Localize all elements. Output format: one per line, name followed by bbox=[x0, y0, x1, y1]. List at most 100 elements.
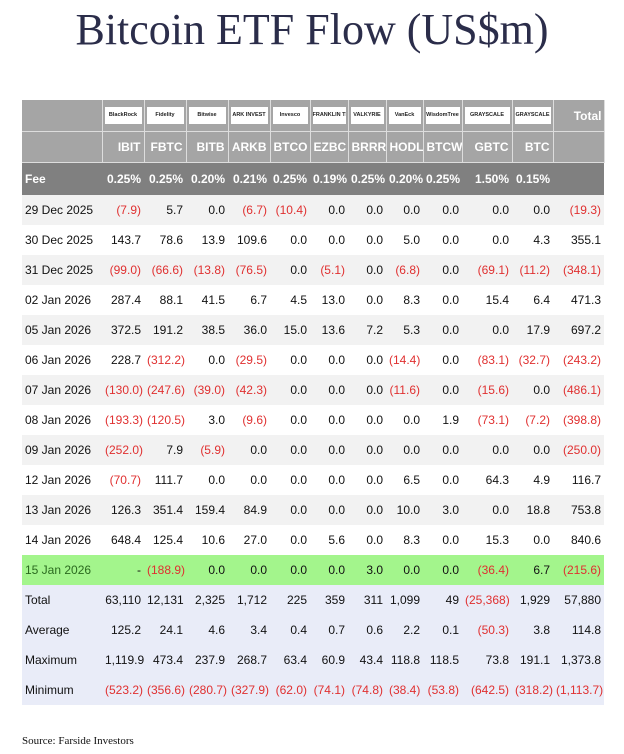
flow-value: 7.2 bbox=[348, 315, 386, 345]
flow-value: 0.0 bbox=[423, 435, 462, 465]
flow-value: 697.2 bbox=[553, 315, 604, 345]
flow-value: 60.9 bbox=[310, 645, 348, 675]
flow-value: (130.0) bbox=[102, 375, 144, 405]
flow-value: 0.0 bbox=[462, 195, 512, 225]
flow-value: (280.7) bbox=[186, 675, 228, 705]
flow-value: 0.0 bbox=[423, 525, 462, 555]
date-row: 05 Jan 2026 372.5 191.2 38.5 36.0 15.0 13.6 7.2… bbox=[22, 315, 604, 345]
flow-value: 109.6 bbox=[228, 225, 270, 255]
ticker: EZBC bbox=[310, 131, 349, 163]
flow-value: 1,712 bbox=[228, 585, 270, 615]
flow-value: 0.0 bbox=[270, 255, 310, 285]
flow-value: (250.0) bbox=[553, 435, 604, 465]
flow-value: 24.1 bbox=[144, 615, 186, 645]
flow-value: (6.7) bbox=[228, 195, 270, 225]
issuer-logo: BlackRock bbox=[104, 107, 142, 124]
flow-value: 41.5 bbox=[186, 285, 228, 315]
flow-value: 143.7 bbox=[102, 225, 144, 255]
flow-value: (62.0) bbox=[270, 675, 310, 705]
flow-value: 15.4 bbox=[462, 285, 512, 315]
date-row: 02 Jan 2026 287.4 88.1 41.5 6.7 4.5 13.0 0.0 8.3… bbox=[22, 285, 604, 315]
flow-value: 351.4 bbox=[144, 495, 186, 525]
flow-value: 0.0 bbox=[228, 555, 270, 585]
flow-value: 12,131 bbox=[144, 585, 186, 615]
flow-value: 49 bbox=[423, 585, 462, 615]
flow-value: 6.5 bbox=[386, 465, 423, 495]
flow-value: 372.5 bbox=[102, 315, 144, 345]
date-row: 09 Jan 2026 (252.0) 7.9 (5.9) 0.0 0.0 0.0 0.0 0.… bbox=[22, 435, 604, 465]
flow-value: 18.8 bbox=[512, 495, 553, 525]
row-label: 14 Jan 2026 bbox=[22, 525, 102, 555]
flow-value: 648.4 bbox=[102, 525, 144, 555]
issuer-logo: VALKYRIE bbox=[350, 107, 384, 124]
logo-cell: FRANKLIN TEMPLETON bbox=[310, 100, 349, 132]
flow-value: 0.0 bbox=[270, 435, 310, 465]
issuer-logo: WisdomTree bbox=[425, 107, 460, 124]
logo-cell: VALKYRIE bbox=[348, 100, 387, 132]
flow-value: (188.9) bbox=[144, 555, 186, 585]
fee: 0.20% bbox=[186, 162, 228, 195]
row-label: 08 Jan 2026 bbox=[22, 405, 102, 435]
flow-value: 78.6 bbox=[144, 225, 186, 255]
flow-value: 0.0 bbox=[512, 435, 553, 465]
flow-value: 8.3 bbox=[386, 285, 423, 315]
flow-value: 0.0 bbox=[423, 195, 462, 225]
flow-value: (523.2) bbox=[102, 675, 144, 705]
flow-value: (76.5) bbox=[228, 255, 270, 285]
flow-value: 0.0 bbox=[270, 375, 310, 405]
issuer-logo: Bitwise bbox=[188, 107, 226, 124]
row-label: 15 Jan 2026 bbox=[22, 555, 102, 585]
empty-cell bbox=[22, 131, 103, 163]
flow-value: 0.4 bbox=[270, 615, 310, 645]
logo-cell: GRAYSCALE bbox=[462, 100, 513, 132]
flow-value: 5.3 bbox=[386, 315, 423, 345]
date-row: 08 Jan 2026 (193.3) (120.5) 3.0 (9.6) 0.0 0.0 0… bbox=[22, 405, 604, 435]
title: Bitcoin ETF Flow (US$m) bbox=[75, 5, 549, 54]
row-label: Average bbox=[22, 615, 102, 645]
flow-value: (243.2) bbox=[553, 345, 604, 375]
date-row: 06 Jan 2026 228.7 (312.2) 0.0 (29.5) 0.0 0.0 0.… bbox=[22, 345, 604, 375]
flow-value: 0.0 bbox=[512, 195, 553, 225]
flow-value: (32.7) bbox=[512, 345, 553, 375]
flow-value: (53.8) bbox=[423, 675, 462, 705]
flow-value: 13.6 bbox=[310, 315, 348, 345]
flow-value: 13.0 bbox=[310, 285, 348, 315]
flow-value: 0.0 bbox=[310, 225, 348, 255]
date-row: 30 Dec 2025 143.7 78.6 13.9 109.6 0.0 0.0 0.0 5.… bbox=[22, 225, 604, 255]
fee: 0.25% bbox=[270, 162, 310, 195]
fee: 0.25% bbox=[423, 162, 462, 195]
flow-value: 287.4 bbox=[102, 285, 144, 315]
flow-value: (6.8) bbox=[386, 255, 423, 285]
flow-value: 0.0 bbox=[348, 375, 386, 405]
flow-value: (19.3) bbox=[553, 195, 604, 225]
ticker: IBIT bbox=[102, 131, 145, 163]
flow-value: 0.0 bbox=[423, 285, 462, 315]
flow-value: (13.8) bbox=[186, 255, 228, 285]
flow-value: (327.9) bbox=[228, 675, 270, 705]
flow-value: 0.0 bbox=[310, 555, 348, 585]
flow-value: 10.6 bbox=[186, 525, 228, 555]
flow-value: 0.0 bbox=[348, 225, 386, 255]
flow-value: 57,880 bbox=[553, 585, 604, 615]
flow-value: - bbox=[102, 555, 144, 585]
flow-value: (7.9) bbox=[102, 195, 144, 225]
flow-value: 0.0 bbox=[228, 465, 270, 495]
fee-row: Fee 0.25% 0.25% 0.20% 0.21% 0.25% 0.19% 0.25% 0.… bbox=[22, 162, 604, 195]
flow-value: 0.0 bbox=[512, 375, 553, 405]
flow-value: 1,373.8 bbox=[553, 645, 604, 675]
flow-value: 0.6 bbox=[348, 615, 386, 645]
flow-value: 0.0 bbox=[423, 375, 462, 405]
ticker: GBTC bbox=[462, 131, 513, 163]
flow-value: 3.4 bbox=[228, 615, 270, 645]
flow-value: 0.1 bbox=[423, 615, 462, 645]
flow-value: 0.0 bbox=[310, 435, 348, 465]
row-label: 13 Jan 2026 bbox=[22, 495, 102, 525]
flow-value: 15.0 bbox=[270, 315, 310, 345]
flow-value: 13.9 bbox=[186, 225, 228, 255]
flow-value: (1,113.7) bbox=[553, 675, 604, 705]
flow-value: 4.9 bbox=[512, 465, 553, 495]
ticker: ARKB bbox=[228, 131, 271, 163]
empty-cell bbox=[553, 162, 604, 195]
flow-value: (11.2) bbox=[512, 255, 553, 285]
